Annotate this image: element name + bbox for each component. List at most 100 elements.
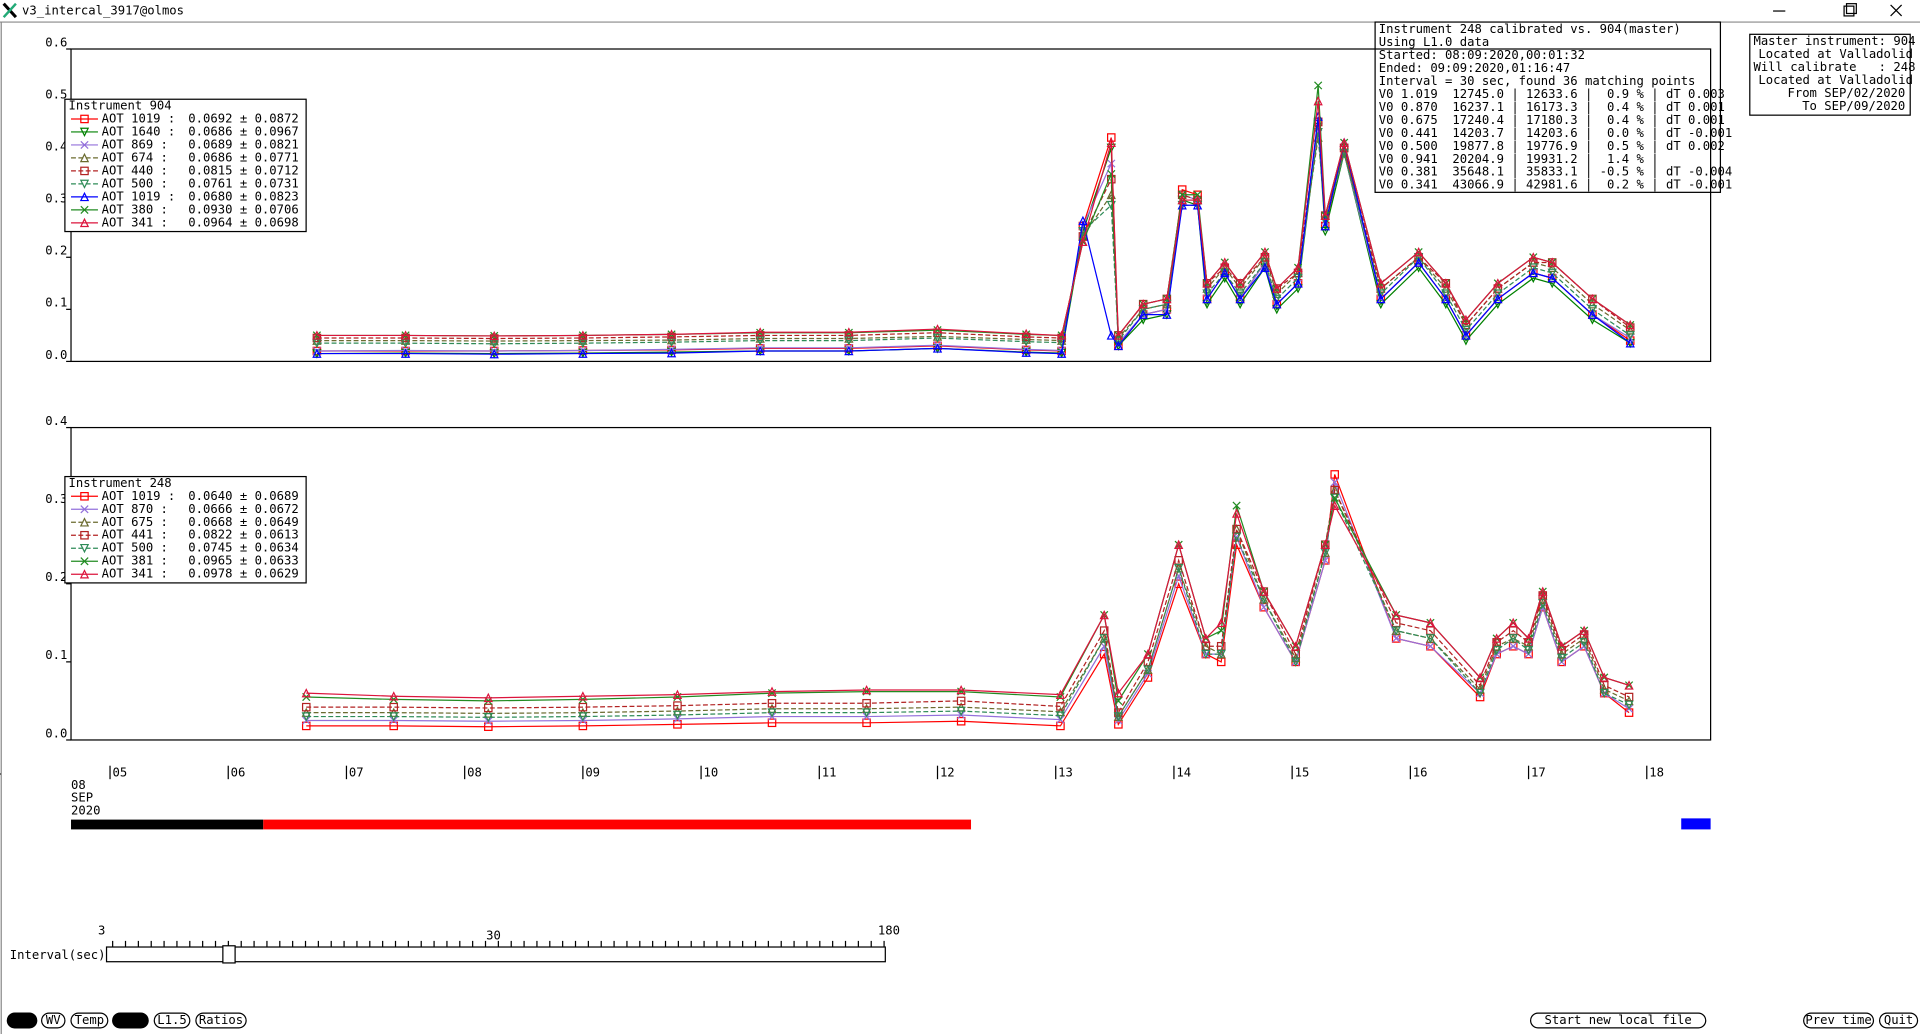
- data-point: [1220, 267, 1230, 278]
- data-point: [1162, 293, 1172, 304]
- data-point: [1162, 309, 1172, 319]
- data-point: [956, 684, 966, 695]
- data-point: [1293, 262, 1303, 272]
- button-frame[interactable]: [1530, 1012, 1707, 1029]
- data-point: [389, 702, 399, 712]
- slider-label: Interval(sec): [10, 948, 106, 962]
- data-point: [1313, 96, 1323, 106]
- x-tick-label: 14: [1176, 766, 1191, 780]
- button-frame[interactable]: [112, 1012, 149, 1029]
- data-point: [578, 330, 588, 340]
- data-point: [1330, 493, 1339, 502]
- info-line: V0 0.441 14203.7 | 14203.6 | 0.0 % | dT …: [1379, 126, 1732, 141]
- y-tick-label: 0.4: [45, 414, 67, 428]
- y-tick-label: 0.0: [45, 348, 67, 362]
- button-frame[interactable]: [70, 1012, 109, 1029]
- data-point: [1475, 672, 1485, 682]
- close-button[interactable]: [1890, 4, 1903, 17]
- interval-slider[interactable]: [105, 940, 886, 963]
- data-point: [1259, 586, 1269, 596]
- data-point: [1625, 331, 1635, 341]
- data-point: [932, 343, 943, 353]
- data-point: [1113, 712, 1124, 722]
- data-point: [1529, 258, 1538, 267]
- data-point: [301, 702, 311, 712]
- data-point: [861, 708, 872, 718]
- button-frame[interactable]: [1803, 1012, 1875, 1029]
- data-point: [1202, 289, 1212, 299]
- window-title: v3_intercal_3917@olmos: [22, 4, 184, 18]
- data-point: [312, 335, 322, 345]
- legend-label: AOT 341 :: [102, 215, 168, 229]
- button[interactable]: Prev time: [1803, 1012, 1875, 1029]
- data-point: [1508, 617, 1518, 628]
- button[interactable]: L1.5: [153, 1012, 191, 1029]
- data-point: [1528, 267, 1538, 278]
- slider-thumb[interactable]: [222, 945, 236, 964]
- button[interactable]: Start new local file: [1530, 1012, 1707, 1029]
- availability-bar: [1681, 818, 1711, 830]
- legend-marker: [79, 179, 90, 189]
- button-label[interactable]: AOT: [11, 1013, 34, 1027]
- data-point: [1272, 305, 1282, 315]
- button[interactable]: L1.0: [112, 1012, 149, 1029]
- button-frame[interactable]: [41, 1012, 66, 1029]
- series-line: [316, 100, 1631, 338]
- info-line: Started: 08:09:2020,00:01:32: [1379, 48, 1585, 62]
- data-point: [312, 330, 322, 340]
- legend-stats: 0.0761 ± 0.0731: [188, 176, 298, 190]
- button-label[interactable]: Start new local file: [1545, 1013, 1692, 1027]
- legend-label: AOT 381 :: [102, 554, 168, 568]
- button-label[interactable]: Prev time: [1805, 1013, 1871, 1027]
- y-tick-label: 0.1: [45, 296, 67, 310]
- legend-stats: 0.0930 ± 0.0706: [188, 202, 298, 216]
- data-point: [1220, 257, 1230, 267]
- y-tick-label: 0.5: [45, 87, 67, 101]
- button-frame[interactable]: [6, 1012, 38, 1029]
- button[interactable]: AOT: [6, 1012, 38, 1029]
- button-frame[interactable]: [1878, 1012, 1919, 1029]
- legend-label: AOT 1019 :: [102, 189, 176, 203]
- legend-marker: [80, 166, 89, 176]
- data-point: [1413, 257, 1424, 267]
- data-point: [1579, 638, 1589, 648]
- data-point: [1587, 293, 1598, 304]
- legend-label: AOT 674 :: [102, 150, 168, 164]
- button-label[interactable]: Quit: [1884, 1013, 1913, 1027]
- legend-marker: [79, 127, 90, 137]
- data-point: [1055, 689, 1066, 699]
- button[interactable]: Quit: [1878, 1012, 1919, 1029]
- button[interactable]: Ratios: [195, 1012, 247, 1029]
- maximize-button[interactable]: [1843, 3, 1857, 17]
- legend-marker: [79, 517, 90, 527]
- button[interactable]: Temp: [70, 1012, 109, 1029]
- info-line: Using L1.0 data: [1379, 35, 1489, 49]
- button-label[interactable]: L1.5: [157, 1013, 186, 1027]
- data-point: [1055, 711, 1066, 721]
- data-point: [1599, 672, 1609, 682]
- data-point: [578, 348, 588, 358]
- data-point: [1138, 315, 1148, 325]
- button-label[interactable]: Ratios: [199, 1013, 243, 1027]
- data-point: [1523, 633, 1534, 643]
- data-point: [1413, 247, 1424, 257]
- data-point: [301, 688, 311, 698]
- button-frame[interactable]: [195, 1012, 247, 1029]
- legend-label: AOT 675 :: [102, 515, 168, 529]
- data-point: [578, 721, 588, 731]
- button[interactable]: WV: [41, 1012, 66, 1029]
- data-point: [578, 691, 588, 701]
- data-point: [1547, 257, 1557, 267]
- button-frame[interactable]: [153, 1012, 191, 1029]
- button-label[interactable]: WV: [46, 1013, 61, 1027]
- data-point: [1461, 320, 1471, 330]
- button-label[interactable]: Temp: [75, 1013, 104, 1027]
- data-point: [1557, 641, 1567, 651]
- date-label: SEP: [71, 791, 93, 805]
- data-point: [1461, 336, 1471, 346]
- data-point: [1021, 347, 1031, 357]
- legend-marker: [79, 152, 90, 163]
- data-point: [673, 701, 682, 710]
- button-label[interactable]: L1.0: [116, 1013, 145, 1027]
